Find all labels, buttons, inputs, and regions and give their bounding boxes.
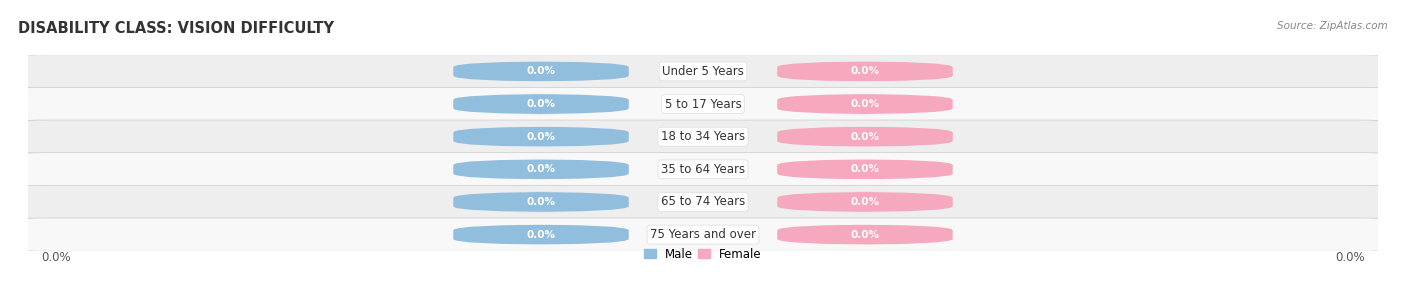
Text: 35 to 64 Years: 35 to 64 Years xyxy=(661,163,745,176)
FancyBboxPatch shape xyxy=(453,192,628,212)
Legend: Male, Female: Male, Female xyxy=(644,248,762,261)
FancyBboxPatch shape xyxy=(778,192,953,212)
FancyBboxPatch shape xyxy=(453,94,628,114)
FancyBboxPatch shape xyxy=(453,61,628,81)
Text: 0.0%: 0.0% xyxy=(851,66,880,76)
Text: Under 5 Years: Under 5 Years xyxy=(662,65,744,78)
Text: 0.0%: 0.0% xyxy=(42,251,72,264)
Text: 0.0%: 0.0% xyxy=(526,132,555,142)
Text: 0.0%: 0.0% xyxy=(526,66,555,76)
Text: 0.0%: 0.0% xyxy=(851,230,880,240)
Text: 5 to 17 Years: 5 to 17 Years xyxy=(665,98,741,110)
Text: 0.0%: 0.0% xyxy=(851,197,880,207)
FancyBboxPatch shape xyxy=(21,88,1385,121)
Text: 0.0%: 0.0% xyxy=(526,164,555,174)
Text: 0.0%: 0.0% xyxy=(526,230,555,240)
FancyBboxPatch shape xyxy=(778,159,953,179)
FancyBboxPatch shape xyxy=(21,218,1385,251)
FancyBboxPatch shape xyxy=(21,153,1385,186)
Text: DISABILITY CLASS: VISION DIFFICULTY: DISABILITY CLASS: VISION DIFFICULTY xyxy=(18,21,335,36)
Text: 65 to 74 Years: 65 to 74 Years xyxy=(661,196,745,208)
FancyBboxPatch shape xyxy=(778,94,953,114)
Text: 0.0%: 0.0% xyxy=(851,99,880,109)
Text: Source: ZipAtlas.com: Source: ZipAtlas.com xyxy=(1277,21,1388,32)
Text: 75 Years and over: 75 Years and over xyxy=(650,228,756,241)
FancyBboxPatch shape xyxy=(453,127,628,147)
FancyBboxPatch shape xyxy=(778,61,953,81)
Text: 0.0%: 0.0% xyxy=(526,197,555,207)
FancyBboxPatch shape xyxy=(21,185,1385,218)
FancyBboxPatch shape xyxy=(778,225,953,245)
Text: 0.0%: 0.0% xyxy=(1334,251,1364,264)
FancyBboxPatch shape xyxy=(778,127,953,147)
Text: 18 to 34 Years: 18 to 34 Years xyxy=(661,130,745,143)
Text: 0.0%: 0.0% xyxy=(526,99,555,109)
FancyBboxPatch shape xyxy=(21,55,1385,88)
Text: 0.0%: 0.0% xyxy=(851,164,880,174)
FancyBboxPatch shape xyxy=(453,225,628,245)
FancyBboxPatch shape xyxy=(21,120,1385,153)
Text: 0.0%: 0.0% xyxy=(851,132,880,142)
FancyBboxPatch shape xyxy=(453,159,628,179)
